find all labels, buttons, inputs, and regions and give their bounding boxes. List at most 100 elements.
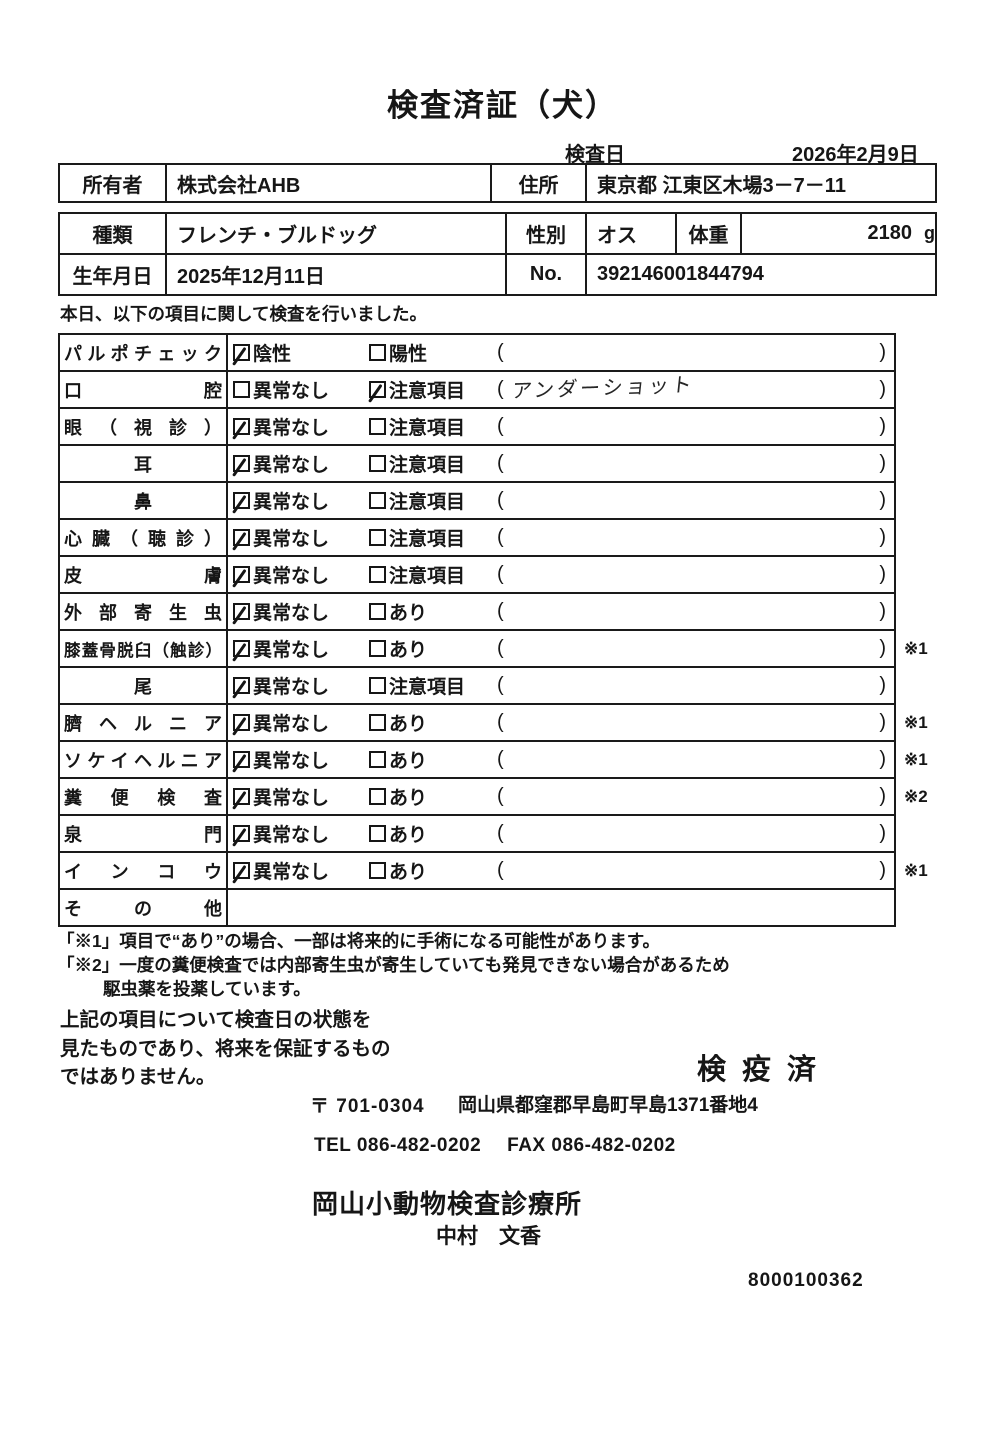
option1-label: 異常なし bbox=[253, 862, 330, 883]
item-options: 異常なし あり ( ) bbox=[228, 779, 894, 814]
checkbox-option1 bbox=[233, 640, 250, 657]
sex-value: オス bbox=[585, 212, 677, 255]
remarks-field: ( ) bbox=[497, 489, 894, 512]
paren-open: ( bbox=[497, 785, 504, 807]
checkbox-option1 bbox=[233, 825, 250, 842]
checklist-row: 眼（視診） 異常なし 注意項目 ( ) bbox=[58, 407, 896, 446]
handwritten-note bbox=[504, 635, 879, 648]
option2-label: あり bbox=[389, 751, 428, 772]
checklist-row: 口腔 異常なし 注意項目 ( アンダーショット ) bbox=[58, 370, 896, 409]
paren-open: ( bbox=[497, 674, 504, 696]
footnotes: 「※1」項目で“あり”の場合、一部は将来的に手術になる可能性があります。 「※2… bbox=[57, 929, 730, 1001]
paren-close: ) bbox=[879, 452, 886, 474]
fax-number: FAX 086-482-0202 bbox=[507, 1135, 676, 1156]
option2: 陽性 bbox=[369, 339, 497, 366]
item-options: 異常なし 注意項目 ( ) bbox=[228, 668, 894, 703]
footnote-mark: ※1 bbox=[904, 639, 928, 658]
paren-close: ) bbox=[879, 526, 886, 548]
remarks-field: ( ) bbox=[497, 600, 894, 623]
remarks-field: ( アンダーショット ) bbox=[497, 374, 894, 404]
birthdate-label: 生年月日 bbox=[58, 253, 167, 296]
checkbox-option2 bbox=[369, 418, 386, 435]
quarantine-stamp: 検疫済 bbox=[697, 1054, 833, 1086]
option1: 陰性 bbox=[233, 339, 369, 366]
option1-label: 異常なし bbox=[253, 529, 330, 550]
item-options: 異常なし あり ( ) bbox=[228, 816, 894, 851]
clinic-address: 岡山県都窪郡早島町早島1371番地4 bbox=[458, 1095, 758, 1116]
item-label: 泉門 bbox=[60, 816, 228, 851]
remarks-field: ( ) bbox=[497, 674, 894, 697]
option2-label: 陽性 bbox=[389, 344, 428, 365]
paren-open: ( bbox=[497, 563, 504, 585]
checkbox-option1 bbox=[233, 714, 250, 731]
item-label: 膝蓋骨脱臼（触診） bbox=[60, 631, 228, 666]
item-options: 異常なし 注意項目 ( ) bbox=[228, 409, 894, 444]
option1: 異常なし bbox=[233, 413, 369, 440]
item-label: 皮膚 bbox=[60, 557, 228, 592]
item-options: 異常なし 注意項目 ( アンダーショット ) bbox=[228, 372, 894, 407]
option2-label: あり bbox=[389, 788, 428, 809]
paren-close: ) bbox=[879, 378, 886, 400]
option1: 異常なし bbox=[233, 376, 369, 403]
intro-text: 本日、以下の項目に関して検査を行いました。 bbox=[60, 304, 427, 324]
option1: 異常なし bbox=[233, 524, 369, 551]
option1-label: 異常なし bbox=[253, 677, 330, 698]
footnote-mark: ※2 bbox=[904, 787, 928, 806]
item-options: 異常なし あり ( ) bbox=[228, 742, 894, 777]
checklist-row: 尾 異常なし 注意項目 ( ) bbox=[58, 666, 896, 705]
checkbox-option1 bbox=[233, 381, 250, 398]
remarks-field: ( ) bbox=[497, 748, 894, 771]
checklist-row: インコウ 異常なし あり ( ) ※1 bbox=[58, 851, 928, 890]
option2-label: 注意項目 bbox=[389, 381, 466, 402]
sex-label: 性別 bbox=[505, 212, 587, 255]
paren-open: ( bbox=[497, 859, 504, 881]
option1: 異常なし bbox=[233, 783, 369, 810]
checklist-row: 鼻 異常なし 注意項目 ( ) bbox=[58, 481, 896, 520]
handwritten-note bbox=[504, 524, 879, 537]
checkbox-option1 bbox=[233, 751, 250, 768]
birthdate-row: 生年月日 2025年12月11日 No. 392146001844794 bbox=[58, 253, 937, 296]
remarks-field: ( ) bbox=[497, 415, 894, 438]
item-options: 異常なし 注意項目 ( ) bbox=[228, 446, 894, 481]
paren-close: ) bbox=[879, 600, 886, 622]
item-label: パルポチェック bbox=[60, 335, 228, 370]
paren-close: ) bbox=[879, 859, 886, 881]
item-label: 外部寄生虫 bbox=[60, 594, 228, 629]
option1-label: 陰性 bbox=[253, 344, 292, 365]
remarks-field: ( ) bbox=[497, 822, 894, 845]
option1: 異常なし bbox=[233, 635, 369, 662]
checkbox-option2 bbox=[369, 455, 386, 472]
inspection-date-label: 検査日 bbox=[565, 144, 625, 166]
option2-label: あり bbox=[389, 603, 428, 624]
option2: 注意項目 bbox=[369, 450, 497, 477]
handwritten-note bbox=[504, 783, 879, 796]
option2: あり bbox=[369, 746, 497, 773]
checklist-row: パルポチェック 陰性 陽性 ( ) bbox=[58, 333, 896, 372]
checkbox-option1 bbox=[233, 788, 250, 805]
handwritten-note bbox=[504, 820, 879, 833]
paren-close: ) bbox=[879, 674, 886, 696]
option2-label: あり bbox=[389, 825, 428, 846]
checkbox-option1 bbox=[233, 492, 250, 509]
option2: あり bbox=[369, 820, 497, 847]
option1: 異常なし bbox=[233, 561, 369, 588]
footnote-2: 「※2」一度の糞便検査では内部寄生虫が寄生していても発見できない場合があるため bbox=[57, 955, 730, 975]
paren-close: ) bbox=[879, 711, 886, 733]
remarks-field: ( ) bbox=[497, 711, 894, 734]
option1-label: 異常なし bbox=[253, 714, 330, 735]
address-label: 住所 bbox=[490, 163, 587, 203]
paren-close: ) bbox=[879, 341, 886, 363]
option1-label: 異常なし bbox=[253, 825, 330, 846]
option1-label: 異常なし bbox=[253, 418, 330, 439]
option2: あり bbox=[369, 709, 497, 736]
checkbox-option1 bbox=[233, 344, 250, 361]
paren-close: ) bbox=[879, 748, 886, 770]
tel-fax-line: TEL 086-482-0202 FAX 086-482-0202 bbox=[314, 1135, 676, 1157]
item-label: その他 bbox=[60, 890, 228, 925]
birthdate-value: 2025年12月11日 bbox=[165, 253, 507, 296]
remarks-field: ( ) bbox=[497, 341, 894, 364]
item-options: 異常なし あり ( ) bbox=[228, 594, 894, 629]
checkbox-option2 bbox=[369, 788, 386, 805]
handwritten-note bbox=[504, 746, 879, 759]
weight-label: 体重 bbox=[675, 212, 742, 255]
